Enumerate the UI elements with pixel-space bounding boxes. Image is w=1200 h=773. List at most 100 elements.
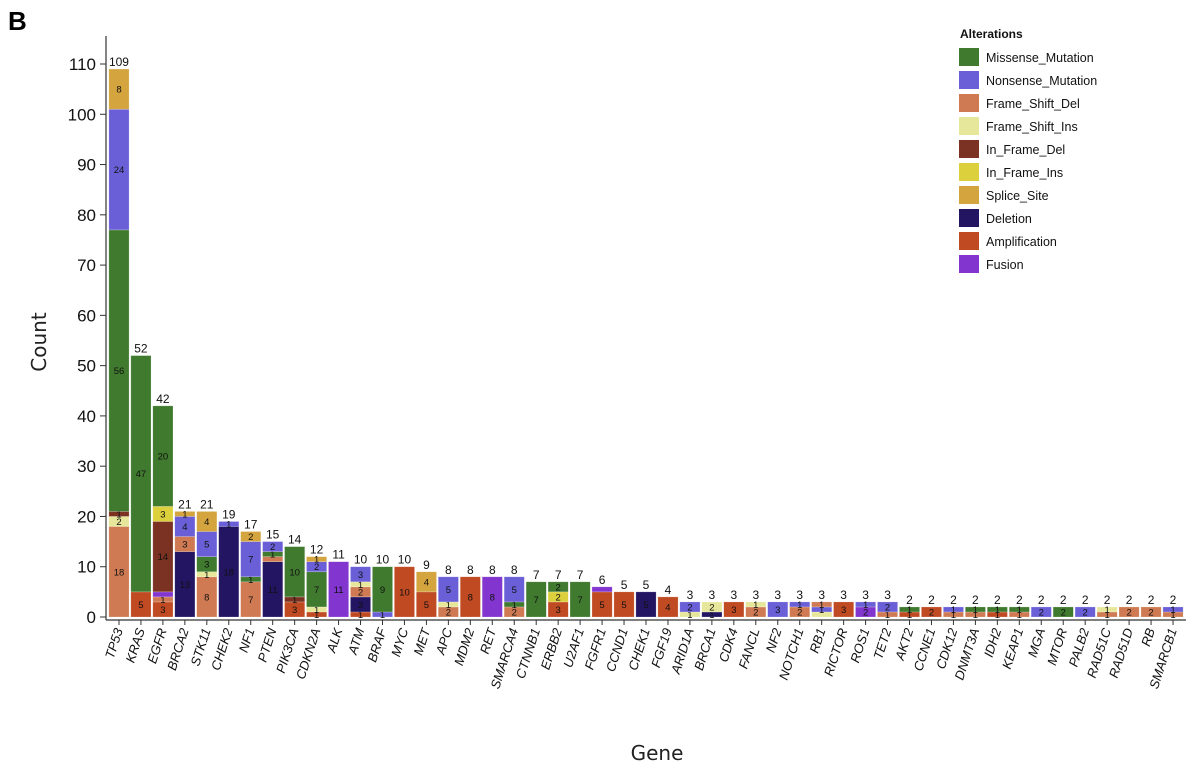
segment-value-label: 5 xyxy=(599,600,604,611)
segment-value-label: 1 xyxy=(358,610,363,621)
segment-value-label: 1 xyxy=(446,600,451,611)
bar-total-label: 3 xyxy=(709,588,716,602)
legend-swatch xyxy=(959,48,979,66)
bar-arid1a: 123 xyxy=(679,588,701,621)
bar-segment xyxy=(899,606,920,613)
bar-total-label: 3 xyxy=(796,588,803,602)
segment-value-label: 1 xyxy=(160,595,165,606)
bar-segment xyxy=(372,566,393,613)
bar-total-label: 3 xyxy=(774,588,781,602)
bar-segment xyxy=(811,601,833,608)
bar-total-label: 5 xyxy=(643,578,650,592)
legend-swatch xyxy=(959,186,979,204)
bar-segment xyxy=(964,606,986,613)
segment-value-label: 11 xyxy=(268,585,278,596)
bar-idh2: 112 xyxy=(986,593,1008,621)
segment-value-label: 2 xyxy=(797,607,802,618)
segment-value-label: 1 xyxy=(951,605,956,616)
bar-total-label: 42 xyxy=(156,392,170,406)
y-tick-label: 80 xyxy=(77,206,96,225)
bar-total-label: 3 xyxy=(862,588,869,602)
bar-rb: 22 xyxy=(1140,593,1162,618)
bar-total-label: 14 xyxy=(288,533,302,547)
bar-segment xyxy=(679,601,701,613)
bar-segment xyxy=(855,601,876,608)
y-tick-label: 40 xyxy=(77,407,96,426)
bar-brca1: 123 xyxy=(701,588,723,621)
bar-smarca4: 21 5 8 xyxy=(503,563,525,618)
bar-segment xyxy=(262,541,284,552)
bar-met: 5 4 9 xyxy=(416,558,437,618)
segment-value-label: 1 xyxy=(951,610,956,621)
x-tick-label: RB xyxy=(1138,626,1158,648)
bar-segment xyxy=(152,405,174,507)
segment-value-label: 18 xyxy=(223,567,234,578)
bar-segment xyxy=(525,581,547,618)
legend-label: Frame_Shift_Del xyxy=(986,97,1080,111)
segment-value-label: 1 xyxy=(1017,610,1022,621)
legend-item: Fusion xyxy=(959,255,1024,273)
bar-mdm2: 88 xyxy=(459,563,481,618)
bar-chek1: 55 xyxy=(635,578,657,618)
x-tick-label: RB1 xyxy=(806,626,828,655)
bar-segment xyxy=(416,591,437,618)
legend-swatch xyxy=(959,232,979,250)
bar-segment xyxy=(284,596,306,603)
bar-total-label: 15 xyxy=(266,528,280,542)
bar-total-label: 8 xyxy=(511,563,518,577)
segment-value-label: 9 xyxy=(380,585,385,596)
bar-segment xyxy=(394,566,415,618)
bar-segment xyxy=(569,581,591,618)
segment-value-label: 7 xyxy=(248,555,253,566)
x-tick-label: CDK4 xyxy=(716,626,741,664)
bar-segment xyxy=(240,531,262,542)
bar-ccne1: 22 xyxy=(921,593,942,618)
bar-segment xyxy=(723,601,745,618)
bar-segment xyxy=(701,601,723,613)
segment-value-label: 3 xyxy=(204,560,209,571)
bar-total-label: 10 xyxy=(354,553,368,567)
bar-segment xyxy=(547,581,569,593)
bar-segment xyxy=(635,591,657,618)
segment-value-label: 1 xyxy=(512,600,517,611)
bar-fgfr1: 56 xyxy=(591,573,613,618)
legend-swatch xyxy=(959,71,979,89)
bar-alk: 11 11 xyxy=(328,548,349,618)
segment-value-label: 3 xyxy=(160,605,165,616)
segment-value-label: 5 xyxy=(512,585,517,596)
bar-total-label: 10 xyxy=(376,553,390,567)
bar-nf2: 33 xyxy=(767,588,789,618)
bar-segment xyxy=(1096,606,1118,613)
legend-label: In_Frame_Del xyxy=(986,143,1065,157)
bar-segment xyxy=(218,521,240,527)
legend-swatch xyxy=(959,117,979,135)
bar-total-label: 3 xyxy=(884,588,891,602)
segment-value-label: 5 xyxy=(446,585,451,596)
y-axis-title: Count xyxy=(27,312,51,372)
segment-value-label: 11 xyxy=(334,585,344,596)
segment-value-label: 1 xyxy=(204,570,209,581)
bar-segment xyxy=(986,606,1008,613)
bar-keap1: 112 xyxy=(1008,593,1030,621)
bar-segment xyxy=(833,601,855,618)
y-tick-label: 0 xyxy=(87,608,96,627)
legend-label: In_Frame_Ins xyxy=(986,166,1063,180)
bar-total-label: 2 xyxy=(1170,593,1177,607)
x-tick-label: TET2 xyxy=(870,626,894,662)
y-tick-label: 110 xyxy=(69,55,96,74)
legend-item: Amplification xyxy=(959,232,1057,250)
bar-total-label: 6 xyxy=(599,573,606,587)
segment-value-label: 1 xyxy=(248,575,253,586)
segment-value-label: 1 xyxy=(292,595,297,606)
x-tick-label: IDH2 xyxy=(981,626,1005,660)
segment-value-label: 18 xyxy=(114,567,125,578)
bar-total-label: 3 xyxy=(840,588,847,602)
x-tick-label: NF1 xyxy=(236,626,258,654)
segment-value-label: 47 xyxy=(136,469,147,480)
bar-segment xyxy=(591,586,613,593)
